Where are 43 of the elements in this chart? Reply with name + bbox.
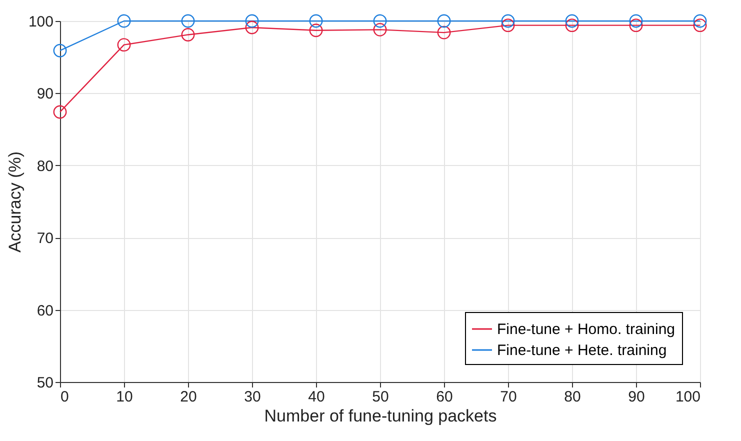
x-tick-label: 20 bbox=[180, 388, 197, 406]
point bbox=[245, 20, 259, 34]
x-tick-label: 10 bbox=[116, 388, 133, 406]
point bbox=[437, 26, 451, 40]
x-tick-label: 30 bbox=[244, 388, 261, 406]
y-tick-label: 70 bbox=[36, 230, 54, 248]
point bbox=[629, 18, 643, 32]
y-tick-label: 60 bbox=[36, 302, 54, 320]
point bbox=[373, 14, 387, 28]
point bbox=[565, 18, 579, 32]
x-tick-label: 90 bbox=[628, 388, 645, 406]
point bbox=[245, 14, 259, 28]
y-tick-label: 90 bbox=[36, 86, 54, 103]
legend-label: Fine-tune + Homo. training bbox=[497, 321, 676, 338]
x-tick-label: 50 bbox=[372, 388, 389, 406]
point bbox=[117, 14, 131, 28]
x-tick-label: 60 bbox=[436, 388, 453, 406]
y-tick-label: 50 bbox=[36, 374, 54, 392]
point bbox=[373, 22, 387, 36]
point bbox=[693, 14, 707, 28]
point bbox=[565, 14, 579, 28]
y-tick-label: 80 bbox=[36, 158, 54, 175]
x-tick-label: 40 bbox=[308, 388, 325, 406]
point bbox=[437, 14, 451, 28]
point bbox=[501, 14, 515, 28]
x-tick-label: 100 bbox=[675, 388, 700, 406]
x-axis-title: Number of fune-tuning packets bbox=[264, 406, 497, 426]
y-axis-title: Accuracy (%) bbox=[5, 151, 24, 253]
x-tick-label: 80 bbox=[564, 388, 581, 406]
point bbox=[309, 14, 323, 28]
point bbox=[53, 105, 67, 119]
point bbox=[181, 28, 195, 42]
point bbox=[501, 18, 515, 32]
point bbox=[693, 18, 707, 32]
point bbox=[629, 14, 643, 28]
x-tick-label: 70 bbox=[500, 388, 517, 406]
y-tick-label: 100 bbox=[28, 14, 54, 30]
point bbox=[309, 24, 323, 38]
point bbox=[53, 44, 67, 58]
x-tick-label: 0 bbox=[60, 388, 69, 406]
legend-label: Fine-tune + Hete. training bbox=[497, 342, 667, 359]
point bbox=[117, 38, 131, 52]
point bbox=[181, 14, 195, 28]
